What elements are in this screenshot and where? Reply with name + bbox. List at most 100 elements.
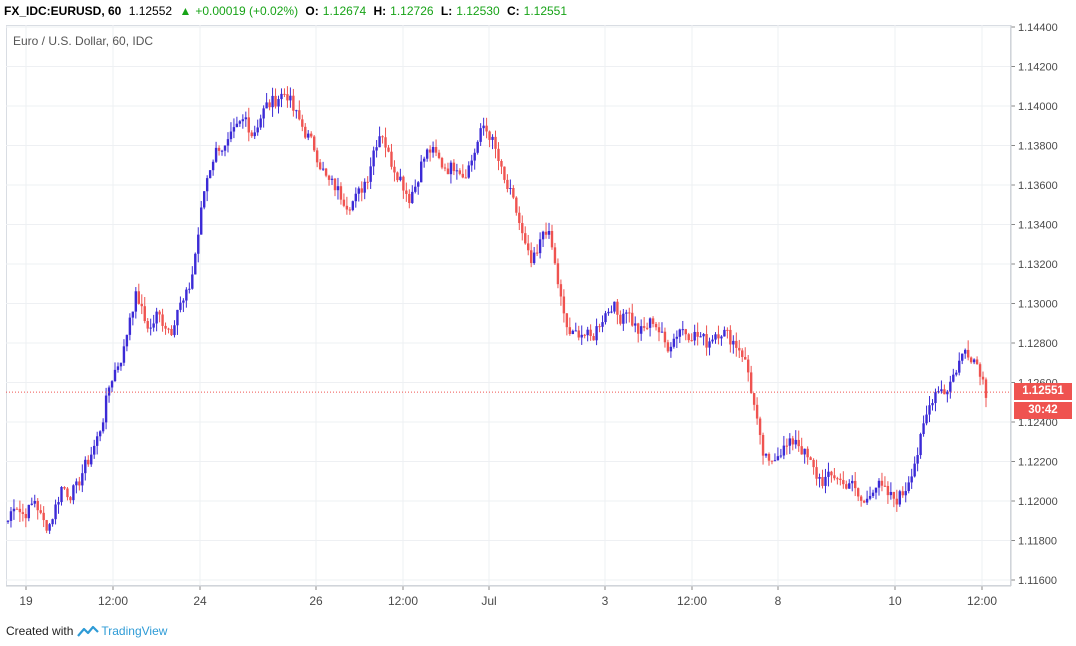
- candle-body: [464, 177, 467, 179]
- candle-body: [842, 480, 845, 485]
- candle-body: [547, 230, 551, 235]
- candle-body: [529, 250, 533, 264]
- candle-body: [473, 152, 476, 161]
- candle-body: [776, 456, 780, 461]
- candle-body: [657, 327, 661, 333]
- candle-body: [975, 359, 979, 365]
- x-tick-label: 12:00: [677, 594, 707, 608]
- candle-body: [200, 207, 203, 235]
- candle-body: [512, 187, 515, 198]
- candle-body: [806, 448, 809, 458]
- candle-body: [372, 150, 375, 167]
- candle-body: [104, 395, 108, 423]
- candle-body: [188, 288, 191, 290]
- candle-body: [886, 485, 890, 496]
- candle-body: [934, 392, 937, 404]
- candle-body: [556, 263, 560, 285]
- candle-body: [568, 327, 572, 335]
- y-tick-label: 1.12200: [1018, 457, 1058, 469]
- current-price-label: 1.12551: [1014, 383, 1072, 400]
- candle-body: [672, 338, 676, 347]
- candle-body: [467, 165, 470, 178]
- x-tick-label: Jul: [481, 594, 496, 608]
- candle-body: [411, 191, 414, 204]
- candle-body: [369, 166, 372, 182]
- candle-body: [604, 313, 607, 323]
- candle-body: [384, 137, 387, 148]
- candle-body: [877, 480, 881, 488]
- candle-body: [800, 446, 803, 455]
- candle-body: [746, 359, 750, 373]
- candle-body: [577, 330, 580, 338]
- candle-body: [705, 334, 708, 348]
- candle-body: [241, 119, 245, 122]
- candle-body: [452, 162, 456, 172]
- candle-body: [69, 497, 72, 501]
- candle-body: [586, 329, 589, 336]
- y-tick-label: 1.13600: [1018, 180, 1058, 192]
- candle-body: [651, 318, 655, 324]
- candle-body: [690, 340, 693, 342]
- candle-body: [714, 334, 717, 340]
- candle-body: [491, 136, 494, 140]
- candle-body: [883, 485, 887, 487]
- candle-body: [544, 231, 548, 235]
- x-tick-label: 10: [888, 594, 902, 608]
- candle-body: [648, 318, 652, 328]
- candle-body: [972, 359, 976, 363]
- candle-body: [107, 387, 111, 396]
- x-tick-label: 12:00: [967, 594, 997, 608]
- tradingview-brand-link[interactable]: TradingView: [101, 624, 168, 638]
- candle-body: [283, 93, 286, 95]
- candle-body: [815, 467, 818, 479]
- candle-body: [274, 95, 277, 107]
- candle-body: [191, 274, 194, 289]
- candle-body: [958, 360, 961, 373]
- low-value: 1.12530: [456, 4, 500, 18]
- candle-body: [396, 172, 399, 181]
- candle-body: [143, 306, 146, 322]
- candle-body: [726, 329, 729, 331]
- candle-body: [164, 325, 167, 329]
- candle-body: [375, 147, 378, 151]
- candle-body: [767, 453, 771, 461]
- y-tick-label: 1.12000: [1018, 496, 1058, 508]
- candle-body: [928, 405, 931, 415]
- candle-body: [821, 477, 824, 486]
- candle-body: [232, 127, 236, 132]
- candle-body: [931, 403, 934, 406]
- candle-body: [238, 121, 242, 124]
- candle-body: [431, 146, 435, 153]
- symbol-label: FX_IDC:EURUSD, 60: [4, 4, 122, 18]
- x-tick-label: 12:00: [98, 594, 128, 608]
- candle-body: [280, 93, 283, 100]
- candle-body: [315, 150, 319, 163]
- candle-body: [910, 476, 913, 483]
- open-value: 1.12674: [322, 4, 367, 18]
- candle-body: [455, 170, 459, 172]
- candle-body: [161, 314, 164, 326]
- candle-body: [366, 181, 369, 183]
- candle-body: [461, 173, 465, 178]
- candle-body: [301, 119, 304, 127]
- candle-body: [711, 339, 714, 342]
- candle-body: [642, 326, 646, 328]
- candle-body: [791, 438, 794, 445]
- candle-body: [868, 495, 872, 499]
- candle-body: [916, 455, 919, 464]
- candle-body: [110, 381, 114, 388]
- candle-body: [387, 147, 390, 152]
- candle-body: [521, 223, 524, 234]
- candle-body: [21, 512, 25, 514]
- candle-body: [895, 498, 899, 505]
- candle-body: [865, 498, 869, 503]
- candle-body: [321, 168, 325, 170]
- candle-body: [182, 300, 185, 303]
- candle-body: [479, 128, 482, 142]
- candle-body: [625, 312, 628, 314]
- candle-body: [595, 326, 598, 341]
- candle-body: [152, 323, 155, 328]
- change-value: +0.00019 (+0.02%): [195, 4, 299, 18]
- candle-body: [217, 147, 221, 151]
